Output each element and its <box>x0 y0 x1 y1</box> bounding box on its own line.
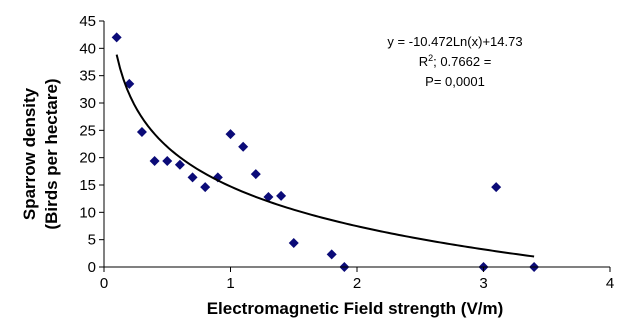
equation-label: y = -10.472Ln(x)+14.73 <box>387 34 522 49</box>
x-tick-label: 2 <box>353 275 361 292</box>
p-value-label: P= 0,0001 <box>425 74 485 89</box>
y-axis-title: Sparrow density (Birds per hectare) <box>20 78 61 229</box>
data-point <box>276 190 287 201</box>
data-point <box>326 249 337 260</box>
data-point <box>174 159 185 170</box>
y-ticks: 0 5 10 15 20 25 30 35 40 45 <box>79 13 104 276</box>
y-tick-label: 20 <box>79 150 96 167</box>
y-tick-label: 10 <box>79 204 96 221</box>
data-point <box>288 237 299 248</box>
data-point <box>491 182 502 193</box>
y-tick-label: 30 <box>79 95 96 112</box>
data-point <box>250 169 261 180</box>
trendline <box>115 54 535 258</box>
data-point <box>263 192 274 203</box>
data-point <box>225 129 236 140</box>
y-axis-title-line1: Sparrow density <box>20 87 39 220</box>
data-point <box>149 155 160 166</box>
y-tick-label: 45 <box>79 13 96 30</box>
x-tick-label: 4 <box>606 275 614 292</box>
data-point <box>238 141 249 152</box>
y-tick-label: 35 <box>79 68 96 85</box>
y-tick-label: 15 <box>79 177 96 194</box>
data-point <box>162 155 173 166</box>
x-tick-label: 0 <box>100 275 108 292</box>
x-tick-label: 3 <box>479 275 487 292</box>
y-tick-label: 25 <box>79 122 96 139</box>
y-axis-title-line2: (Birds per hectare) <box>42 78 61 229</box>
x-axis-title: Electromagnetic Field strength (V/m) <box>207 299 504 318</box>
y-tick-label: 40 <box>79 40 96 57</box>
data-point <box>200 182 211 193</box>
data-point <box>187 172 198 183</box>
data-point <box>111 32 122 43</box>
r-squared-label: R2; 0.7662 = <box>419 53 492 69</box>
x-tick-label: 1 <box>226 275 234 292</box>
y-tick-label: 5 <box>88 232 96 249</box>
x-ticks: 0 1 2 3 4 <box>100 267 614 292</box>
y-tick-label: 0 <box>88 259 96 276</box>
data-point <box>136 126 147 137</box>
